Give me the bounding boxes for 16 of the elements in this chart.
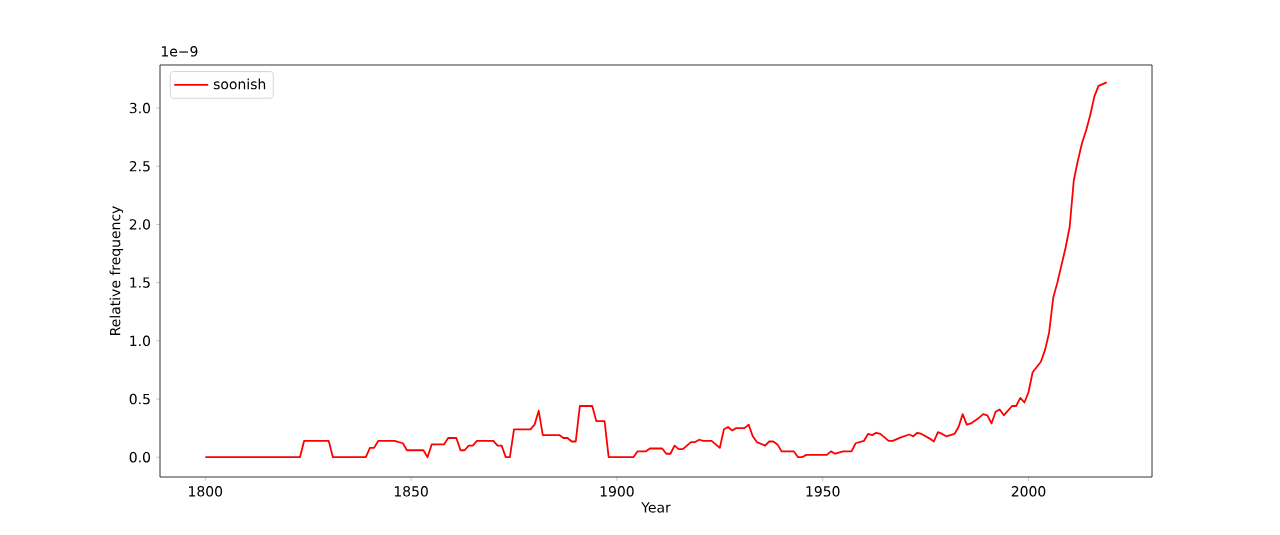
y-tick-label: 1.0	[130, 335, 151, 347]
x-axis-title: Year	[641, 502, 671, 513]
x-tick-label: 1850	[394, 486, 428, 497]
y-tick-label: 2.0	[129, 219, 151, 230]
y-tick-label: 1.5	[130, 277, 150, 288]
x-tick-label: 1800	[189, 486, 223, 497]
x-tick-label: 2000	[1011, 486, 1046, 497]
legend-label: soonish	[213, 78, 266, 90]
y-tick-label: 2.5	[129, 160, 150, 172]
x-tick-label: 1950	[806, 486, 840, 497]
y-tick-label: 3.0	[129, 102, 151, 114]
y-tick-label: 0.5	[129, 393, 150, 405]
y-tick-label: 0.0	[129, 451, 151, 463]
y-axis-title: Relative frequency	[109, 206, 124, 335]
x-tick-label: 1900	[600, 486, 634, 497]
text: 1e−9	[161, 46, 198, 57]
